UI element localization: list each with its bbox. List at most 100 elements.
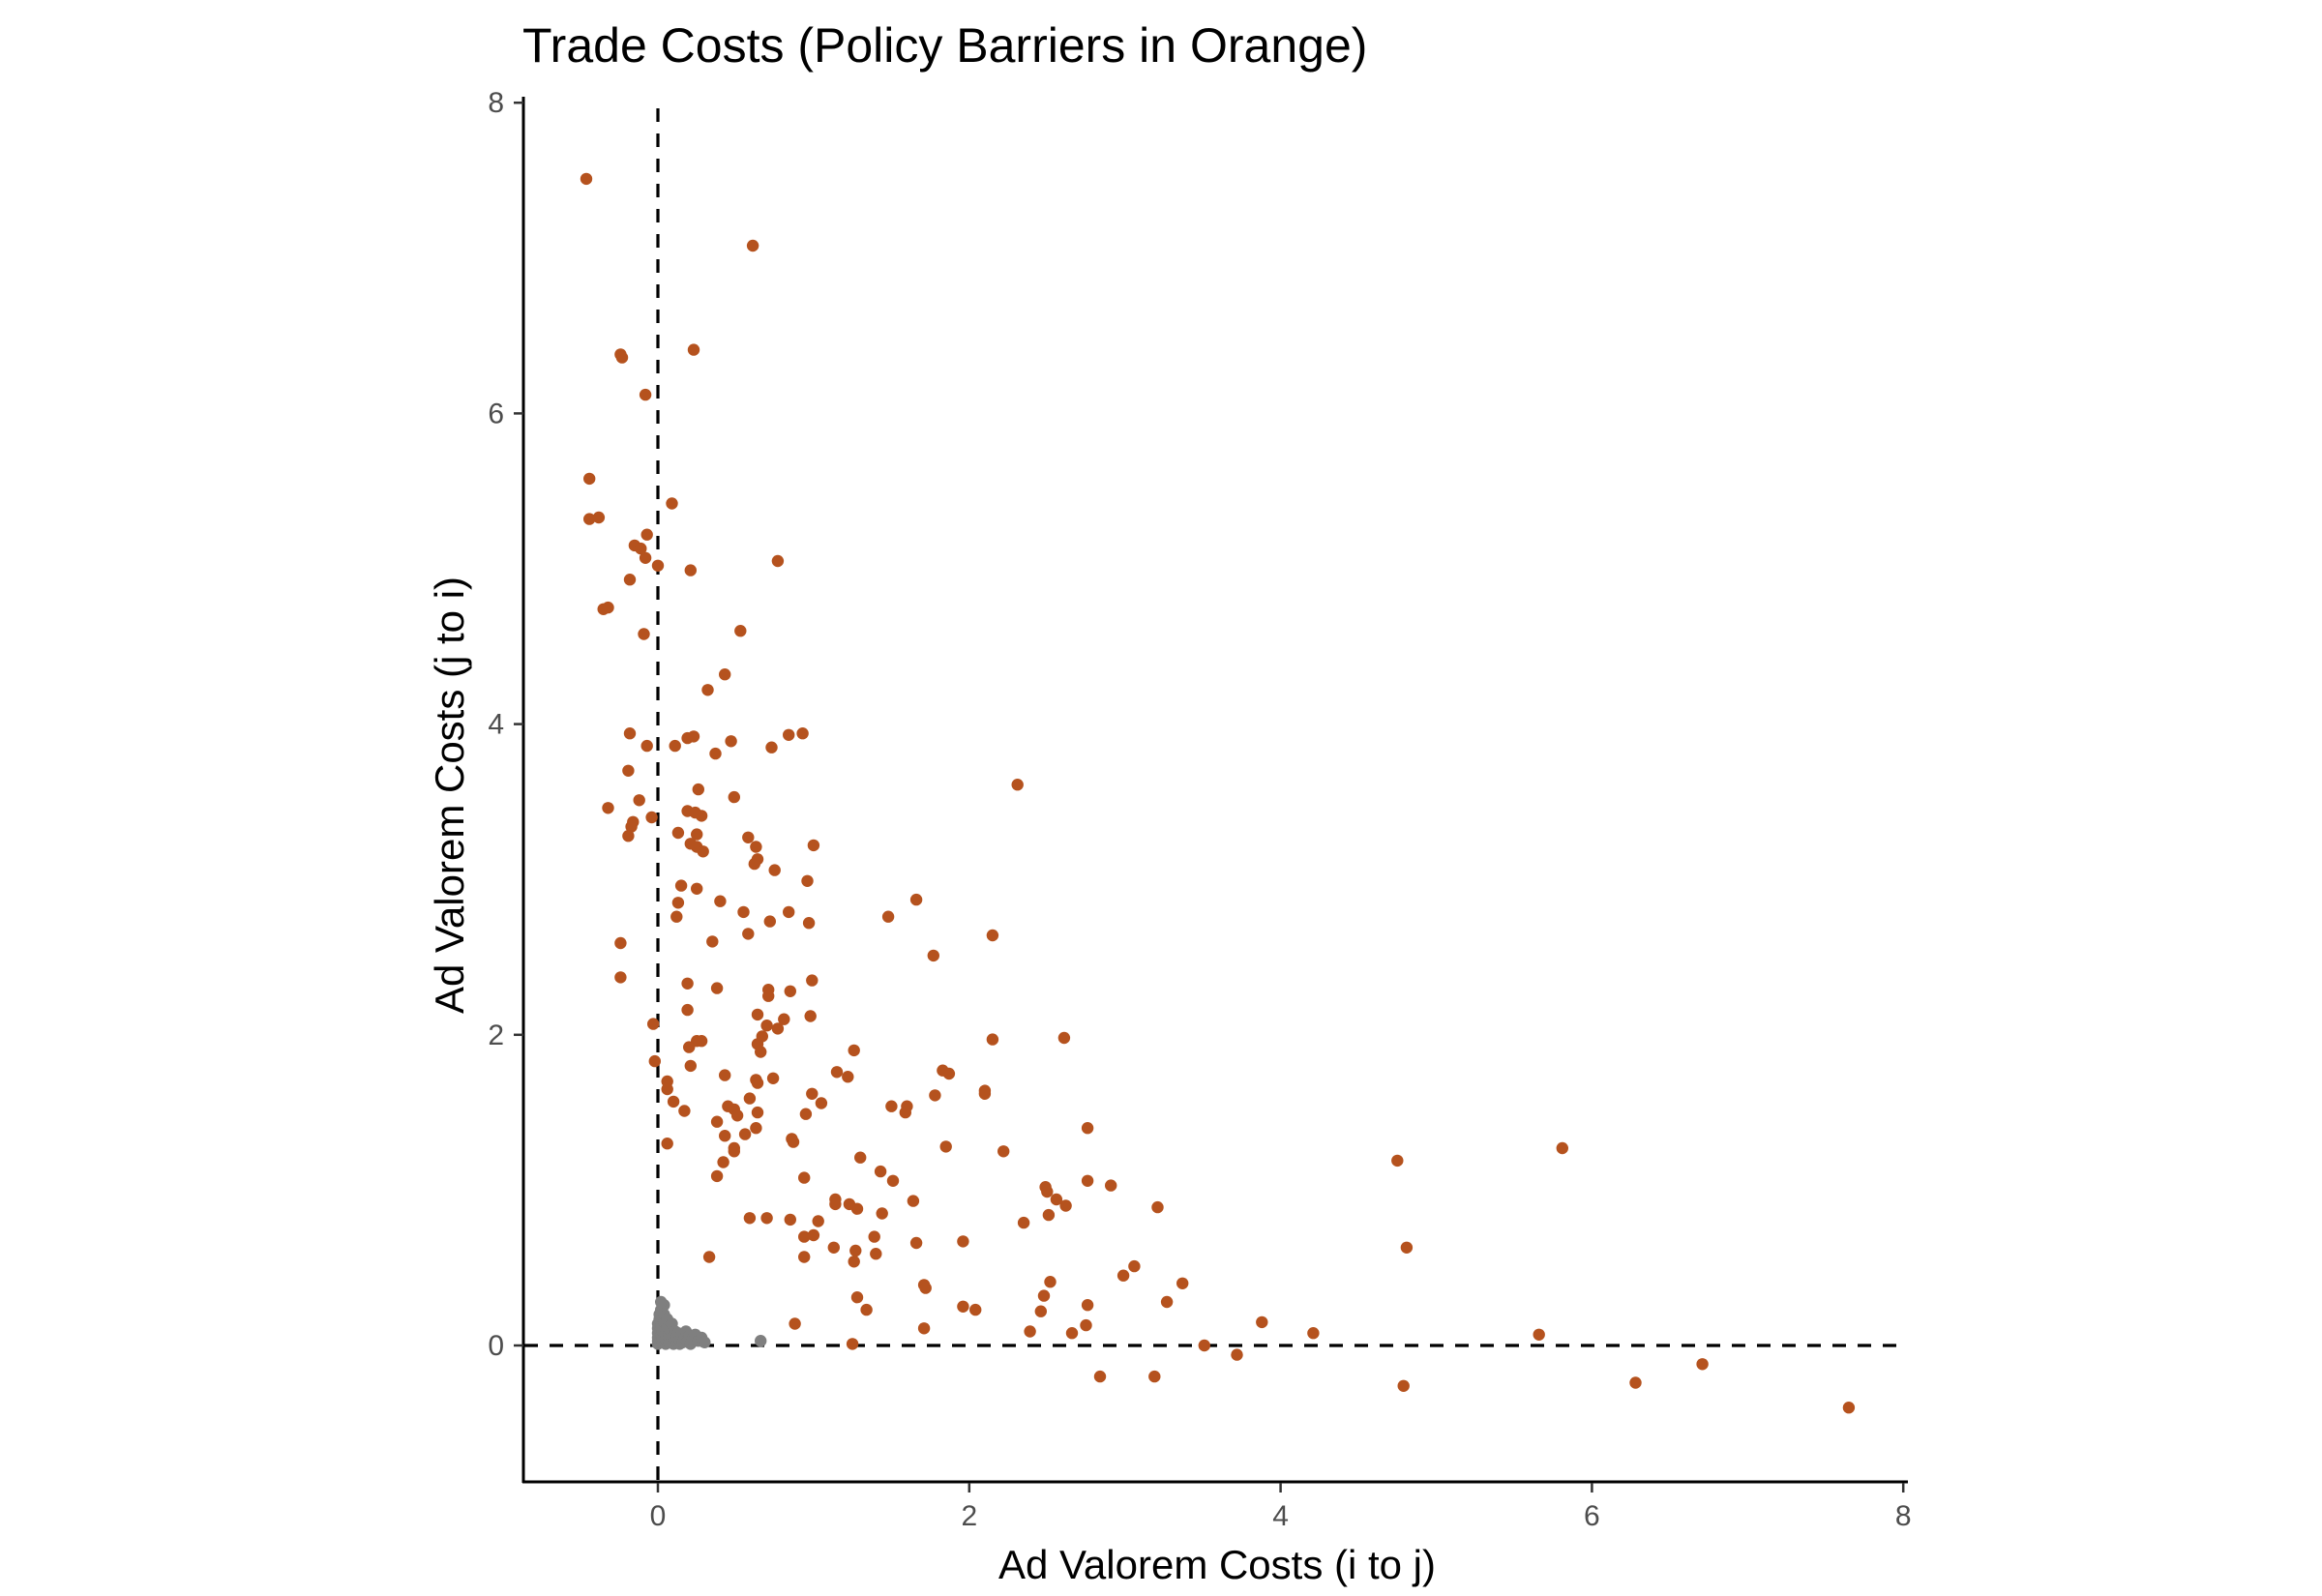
data-point-s0-91 [683,1041,696,1053]
data-point-s0-8 [592,511,606,524]
data-point-s0-179 [1176,1277,1189,1290]
data-point-s0-53 [750,841,762,853]
data-point-s0-64 [737,905,750,919]
reference-lines [524,108,1904,1482]
data-point-s0-31 [796,727,809,740]
x-axis-title: Ad Valorem Costs (i to j) [998,1542,1436,1587]
data-point-s0-188 [1081,1299,1094,1312]
data-point-s0-200 [1198,1339,1211,1352]
data-point-s0-190 [1034,1305,1048,1317]
data-point-s0-9 [666,497,678,510]
data-point-s1-48 [655,1295,668,1309]
data-point-s0-201 [1231,1348,1243,1361]
data-point-s0-120 [678,1105,691,1117]
data-point-s0-195 [1024,1325,1036,1338]
data-point-s0-12 [635,542,647,555]
data-point-s0-156 [876,1207,888,1220]
y-tick-label-4: 8 [488,87,504,119]
y-axis-title: Ad Valorem Costs (j to i) [427,576,472,1014]
data-point-s0-153 [829,1197,842,1211]
data-point-s0-96 [755,1046,767,1058]
x-axis-ticks: 0 2 4 6 8 [650,1483,1912,1532]
data-point-s0-17 [623,574,637,586]
y-tick-label-2: 4 [488,709,504,741]
y-tick-label-3: 6 [488,398,504,429]
x-tick-label-1: 2 [961,1500,977,1532]
data-point-s0-3 [615,351,629,364]
data-point-s0-78 [710,982,724,994]
data-point-s0-184 [850,1291,864,1304]
data-point-s0-172 [849,1244,862,1257]
data-point-s0-16 [771,554,785,568]
data-point-s0-125 [899,1106,911,1119]
points-layer [580,172,1856,1414]
data-point-s0-148 [1041,1185,1054,1198]
data-point-s0-105 [766,1072,780,1085]
data-point-s0-15 [651,559,665,572]
data-point-s0-14 [684,564,697,576]
data-point-s0-46 [622,830,635,842]
data-point-s0-151 [907,1195,920,1207]
data-point-s0-43 [695,810,708,822]
data-point-s0-164 [1042,1208,1056,1222]
data-point-s0-116 [743,1092,757,1105]
data-point-s0-122 [799,1108,813,1120]
data-point-s0-166 [807,1228,820,1242]
data-point-s0-65 [783,905,795,919]
y-axis-ticks: 0 2 4 6 8 [488,87,523,1362]
data-point-s0-101 [942,1067,956,1080]
data-point-s0-24 [623,727,637,740]
data-point-s0-36 [692,783,704,796]
data-point-s0-51 [697,845,709,858]
data-point-s0-138 [1556,1141,1569,1155]
data-point-s0-86 [760,1020,773,1032]
data-point-s0-196 [1065,1327,1079,1340]
data-point-s0-207 [1842,1402,1856,1414]
data-point-s0-54 [807,839,820,852]
data-point-s0-20 [638,628,650,640]
data-point-s0-112 [978,1087,992,1101]
data-point-s0-135 [728,1145,740,1158]
data-point-s0-94 [986,1033,999,1046]
data-point-s0-157 [1059,1199,1072,1212]
data-point-s0-23 [701,684,714,696]
data-point-s0-124 [751,1106,764,1119]
data-point-s0-77 [681,977,694,990]
data-point-s0-60 [691,882,703,895]
data-point-s0-176 [848,1256,860,1268]
data-point-s0-39 [633,794,645,807]
data-point-s0-47 [671,826,685,840]
data-point-s0-155 [850,1202,864,1215]
data-point-s0-75 [614,971,627,984]
data-point-s0-187 [969,1303,982,1316]
data-point-s0-58 [801,874,814,887]
data-point-s0-71 [986,929,999,942]
series-1 [651,1295,767,1350]
data-point-s0-81 [784,985,796,997]
data-point-s0-97 [848,1044,860,1057]
data-point-s0-159 [743,1212,757,1225]
data-point-s0-204 [1148,1370,1161,1383]
data-point-s0-32 [669,739,681,753]
data-point-s0-136 [939,1140,952,1153]
data-point-s0-62 [671,897,685,909]
data-point-s1-46 [699,1336,711,1349]
data-point-s0-142 [798,1171,811,1184]
data-point-s0-80 [762,990,775,1002]
data-point-s0-197 [1307,1327,1320,1340]
data-point-s0-129 [738,1128,752,1140]
data-point-s0-68 [802,917,816,930]
data-point-s0-48 [691,828,703,841]
data-point-s0-140 [717,1156,729,1168]
data-point-s0-56 [768,864,781,876]
data-point-s0-66 [670,910,683,923]
data-point-s0-133 [661,1138,673,1150]
data-point-s0-4 [687,343,700,356]
data-point-s0-144 [886,1174,900,1188]
data-point-s0-194 [917,1322,931,1335]
data-point-s1-49 [755,1335,767,1347]
data-point-s0-114 [667,1095,680,1108]
data-point-s0-38 [602,802,614,814]
data-point-s0-108 [751,1077,764,1089]
